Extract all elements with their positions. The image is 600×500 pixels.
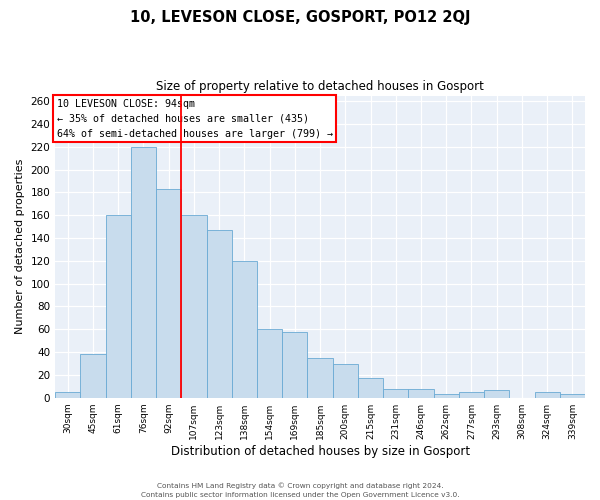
Bar [80, 354, 106, 398]
Bar [257, 330, 282, 398]
Bar [131, 147, 156, 398]
Bar [459, 392, 484, 398]
Bar [232, 261, 257, 398]
Bar [106, 216, 131, 398]
Text: 10, LEVESON CLOSE, GOSPORT, PO12 2QJ: 10, LEVESON CLOSE, GOSPORT, PO12 2QJ [130, 10, 470, 25]
Bar [156, 189, 181, 398]
Bar [535, 392, 560, 398]
Text: Contains HM Land Registry data © Crown copyright and database right 2024.: Contains HM Land Registry data © Crown c… [157, 482, 443, 489]
Bar [181, 216, 206, 398]
Y-axis label: Number of detached properties: Number of detached properties [15, 159, 25, 334]
Text: Contains public sector information licensed under the Open Government Licence v3: Contains public sector information licen… [140, 492, 460, 498]
Bar [484, 390, 509, 398]
Bar [383, 388, 409, 398]
Bar [560, 394, 585, 398]
X-axis label: Distribution of detached houses by size in Gosport: Distribution of detached houses by size … [170, 444, 470, 458]
Bar [358, 378, 383, 398]
Bar [206, 230, 232, 398]
Bar [434, 394, 459, 398]
Text: 10 LEVESON CLOSE: 94sqm
← 35% of detached houses are smaller (435)
64% of semi-d: 10 LEVESON CLOSE: 94sqm ← 35% of detache… [57, 99, 333, 138]
Bar [55, 392, 80, 398]
Bar [332, 364, 358, 398]
Bar [307, 358, 332, 398]
Title: Size of property relative to detached houses in Gosport: Size of property relative to detached ho… [156, 80, 484, 93]
Bar [282, 332, 307, 398]
Bar [409, 388, 434, 398]
